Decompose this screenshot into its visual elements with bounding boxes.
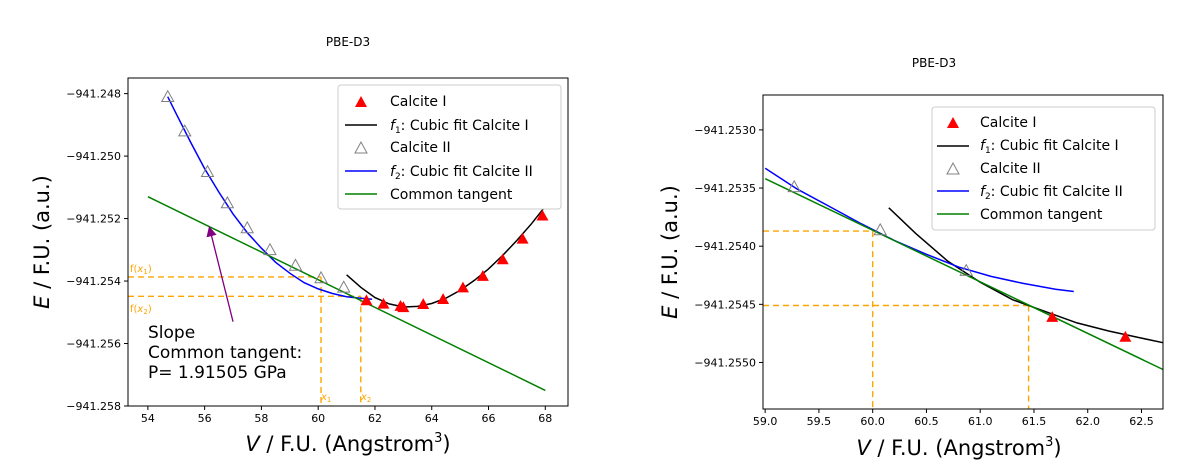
- legend-label-fit-ii: f2: Cubic fit Calcite II: [390, 164, 533, 182]
- slope-annotation-line-1: Slope: [148, 323, 195, 343]
- left-x-axis-title: V / F.U. (Angstrom3): [245, 431, 450, 456]
- right-y-tick-label: −941.2530: [694, 124, 756, 137]
- right-y-tick-label: −941.2550: [694, 356, 756, 369]
- right-legend-box: [931, 106, 1156, 231]
- legend-marker-calcite-i: [947, 117, 959, 128]
- legend-label-calcite-i: Calcite I: [980, 115, 1037, 131]
- left-y-tick-label: −941.248: [66, 88, 121, 101]
- legend-label-tangent: Common tangent: [390, 187, 513, 203]
- left-fx2-label: f(x2): [130, 304, 152, 316]
- left-y-tick-label: −941.256: [66, 338, 121, 351]
- right-y-tick-label: −941.2545: [694, 298, 756, 311]
- right-legend: Calcite I f1: Cubic fit Calcite I Calcit…: [931, 106, 1156, 231]
- left-y-tick-label: −941.254: [66, 275, 121, 288]
- left-slope-annotation: Slope Common tangent: P= 1.91505 GPa: [148, 323, 302, 383]
- left-calcite-ii-point: [263, 242, 277, 256]
- right-chart-title: PBE-D3: [912, 56, 956, 70]
- legend-label-calcite-ii: Calcite II: [980, 161, 1041, 177]
- right-calcite-i-point: [1119, 330, 1132, 342]
- right-x-tick-label: 62.5: [1129, 415, 1154, 428]
- left-fit-i-curve: [346, 205, 546, 308]
- left-calcite-i-point: [437, 293, 450, 304]
- legend-label-calcite-ii: Calcite II: [390, 140, 451, 156]
- left-calcite-ii-point: [240, 220, 255, 234]
- right-tangent-line: [764, 178, 1164, 371]
- right-x-tick-label: 59.0: [753, 415, 778, 428]
- left-calcite-i-point: [516, 232, 529, 244]
- left-y-tick-label: −941.258: [66, 400, 121, 413]
- right-x-tick-label: 60.0: [860, 415, 885, 428]
- left-calcite-ii-point: [200, 164, 215, 178]
- left-x-tick-label: 60: [311, 412, 325, 425]
- left-calcite-ii-point: [160, 89, 175, 103]
- left-x-tick-label: 68: [538, 412, 552, 425]
- right-x-tick-label: 61.5: [1022, 415, 1047, 428]
- right-x-tick-label: 59.5: [807, 415, 832, 428]
- left-calcite-ii-point: [288, 258, 303, 271]
- right-plot-frame: [762, 94, 1164, 410]
- left-y-axis-title: E / F.U. (a.u.): [30, 175, 54, 309]
- left-x-tick-label: 56: [198, 412, 212, 425]
- right-calcite-i-point: [1046, 311, 1059, 322]
- right-calcite-ii-point: [873, 222, 888, 236]
- right-calcite-ii-point: [787, 179, 802, 193]
- left-x-tick-label: 66: [482, 412, 496, 425]
- left-plot-frame: [127, 77, 569, 407]
- left-calcite-i-point: [476, 270, 489, 281]
- left-legend-box: [337, 84, 562, 210]
- right-fit-ii-curve: [764, 167, 1074, 293]
- left-calcite-i-point: [377, 297, 390, 309]
- left-fx1-label: f(x1): [130, 264, 152, 276]
- right-chart: PBE-D3 59.0 59.5 60.0 60.5 61.0 61.5 62.0 62.5 −…: [658, 56, 1164, 460]
- right-y-axis-title: E / F.U. (a.u.): [658, 185, 682, 319]
- left-chart-title: PBE-D3: [326, 35, 370, 49]
- legend-marker-calcite-ii: [354, 140, 368, 154]
- right-x-tick-label: 61.0: [968, 415, 993, 428]
- legend-label-tangent: Common tangent: [980, 207, 1103, 223]
- right-x-axis-title: V / F.U. (Angstrom3): [856, 435, 1061, 460]
- legend-marker-calcite-ii: [946, 161, 960, 175]
- left-calcite-i-point: [456, 281, 469, 293]
- left-calcite-ii-point: [336, 280, 351, 293]
- legend-marker-calcite-i: [355, 96, 367, 107]
- left-y-tick-label: −941.252: [66, 213, 121, 226]
- right-x-tick-label: 60.5: [914, 415, 939, 428]
- left-x1-label: x1: [320, 392, 331, 404]
- left-y-tick-label: −941.250: [66, 150, 121, 163]
- left-legend: Calcite I f1: Cubic fit Calcite I Calcit…: [337, 84, 562, 210]
- legend-label-fit-i: f1: Cubic fit Calcite I: [390, 118, 529, 136]
- left-x-tick-label: 64: [425, 412, 439, 425]
- left-calcite-ii-point: [220, 195, 235, 209]
- left-calcite-ii-point: [314, 270, 328, 284]
- slope-annotation-line-3: P= 1.91505 GPa: [148, 363, 287, 383]
- left-x-tick-label: 58: [254, 412, 268, 425]
- slope-annotation-line-2: Common tangent:: [148, 343, 302, 363]
- left-calcite-i-point: [496, 253, 509, 265]
- right-calcite-ii-point: [959, 263, 974, 276]
- right-y-tick-label: −941.2540: [694, 240, 756, 253]
- left-chart: PBE-D3 54 56 58 60 62 64 66 68 −941.258 −941.256 −…: [30, 35, 569, 456]
- left-x2-label: x2: [360, 392, 371, 404]
- annotation-arrow: [206, 226, 234, 322]
- legend-label-calcite-i: Calcite I: [390, 94, 447, 110]
- left-x-tick-label: 54: [141, 412, 155, 425]
- right-x-tick-label: 62.0: [1075, 415, 1100, 428]
- left-calcite-i-point: [536, 209, 549, 221]
- left-calcite-i-point: [417, 298, 430, 309]
- legend-label-fit-ii: f2: Cubic fit Calcite II: [980, 184, 1123, 202]
- left-x-tick-label: 62: [368, 412, 382, 425]
- right-y-tick-label: −941.2535: [694, 182, 756, 195]
- legend-label-fit-i: f1: Cubic fit Calcite I: [980, 138, 1119, 156]
- left-calcite-i-point: [397, 301, 410, 313]
- left-calcite-ii-point: [177, 124, 192, 137]
- left-calcite-i-point: [360, 294, 373, 306]
